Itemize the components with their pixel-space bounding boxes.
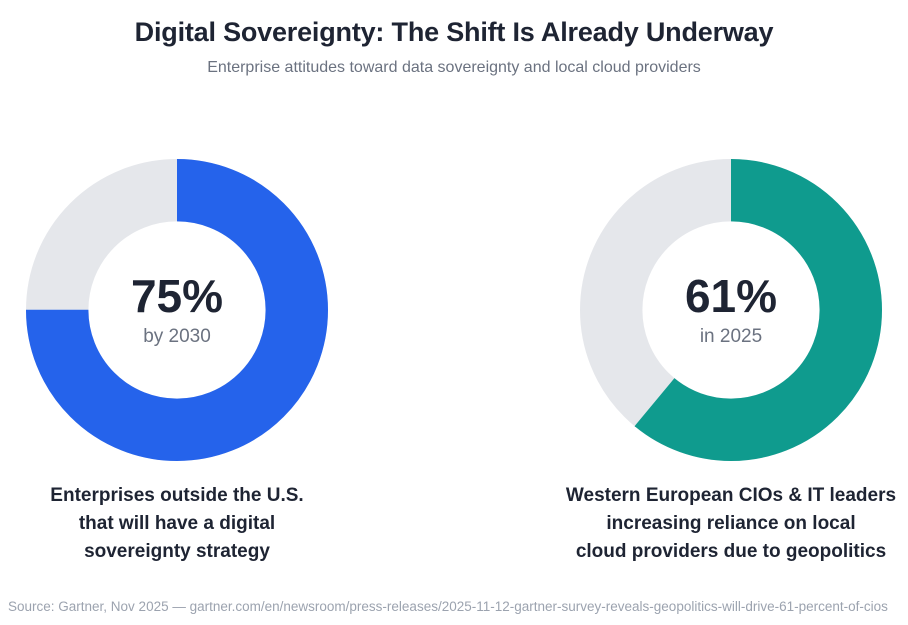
page-subtitle: Enterprise attitudes toward data soverei… (207, 59, 701, 76)
chart-caption-right: Western European CIOs & IT leaders incre… (565, 485, 897, 562)
donut-left: 75% by 2030 (26, 159, 328, 461)
donut-ring (26, 159, 328, 461)
donut-chart-right: 61% in 2025 Western European CIOs & IT l… (566, 159, 896, 566)
chart-caption-left: Enterprises outside the U.S. that will h… (50, 485, 304, 562)
source-line: Source: Gartner, Nov 2025 — gartner.com/… (8, 599, 888, 614)
donut-right: 61% in 2025 (580, 159, 882, 461)
donut-chart-left: 75% by 2030 Enterprises outside the U.S.… (26, 159, 328, 566)
donut-ring (580, 159, 882, 461)
page-title: Digital Sovereignty: The Shift Is Alread… (134, 17, 774, 47)
charts-row: 75% by 2030 Enterprises outside the U.S.… (0, 159, 908, 566)
